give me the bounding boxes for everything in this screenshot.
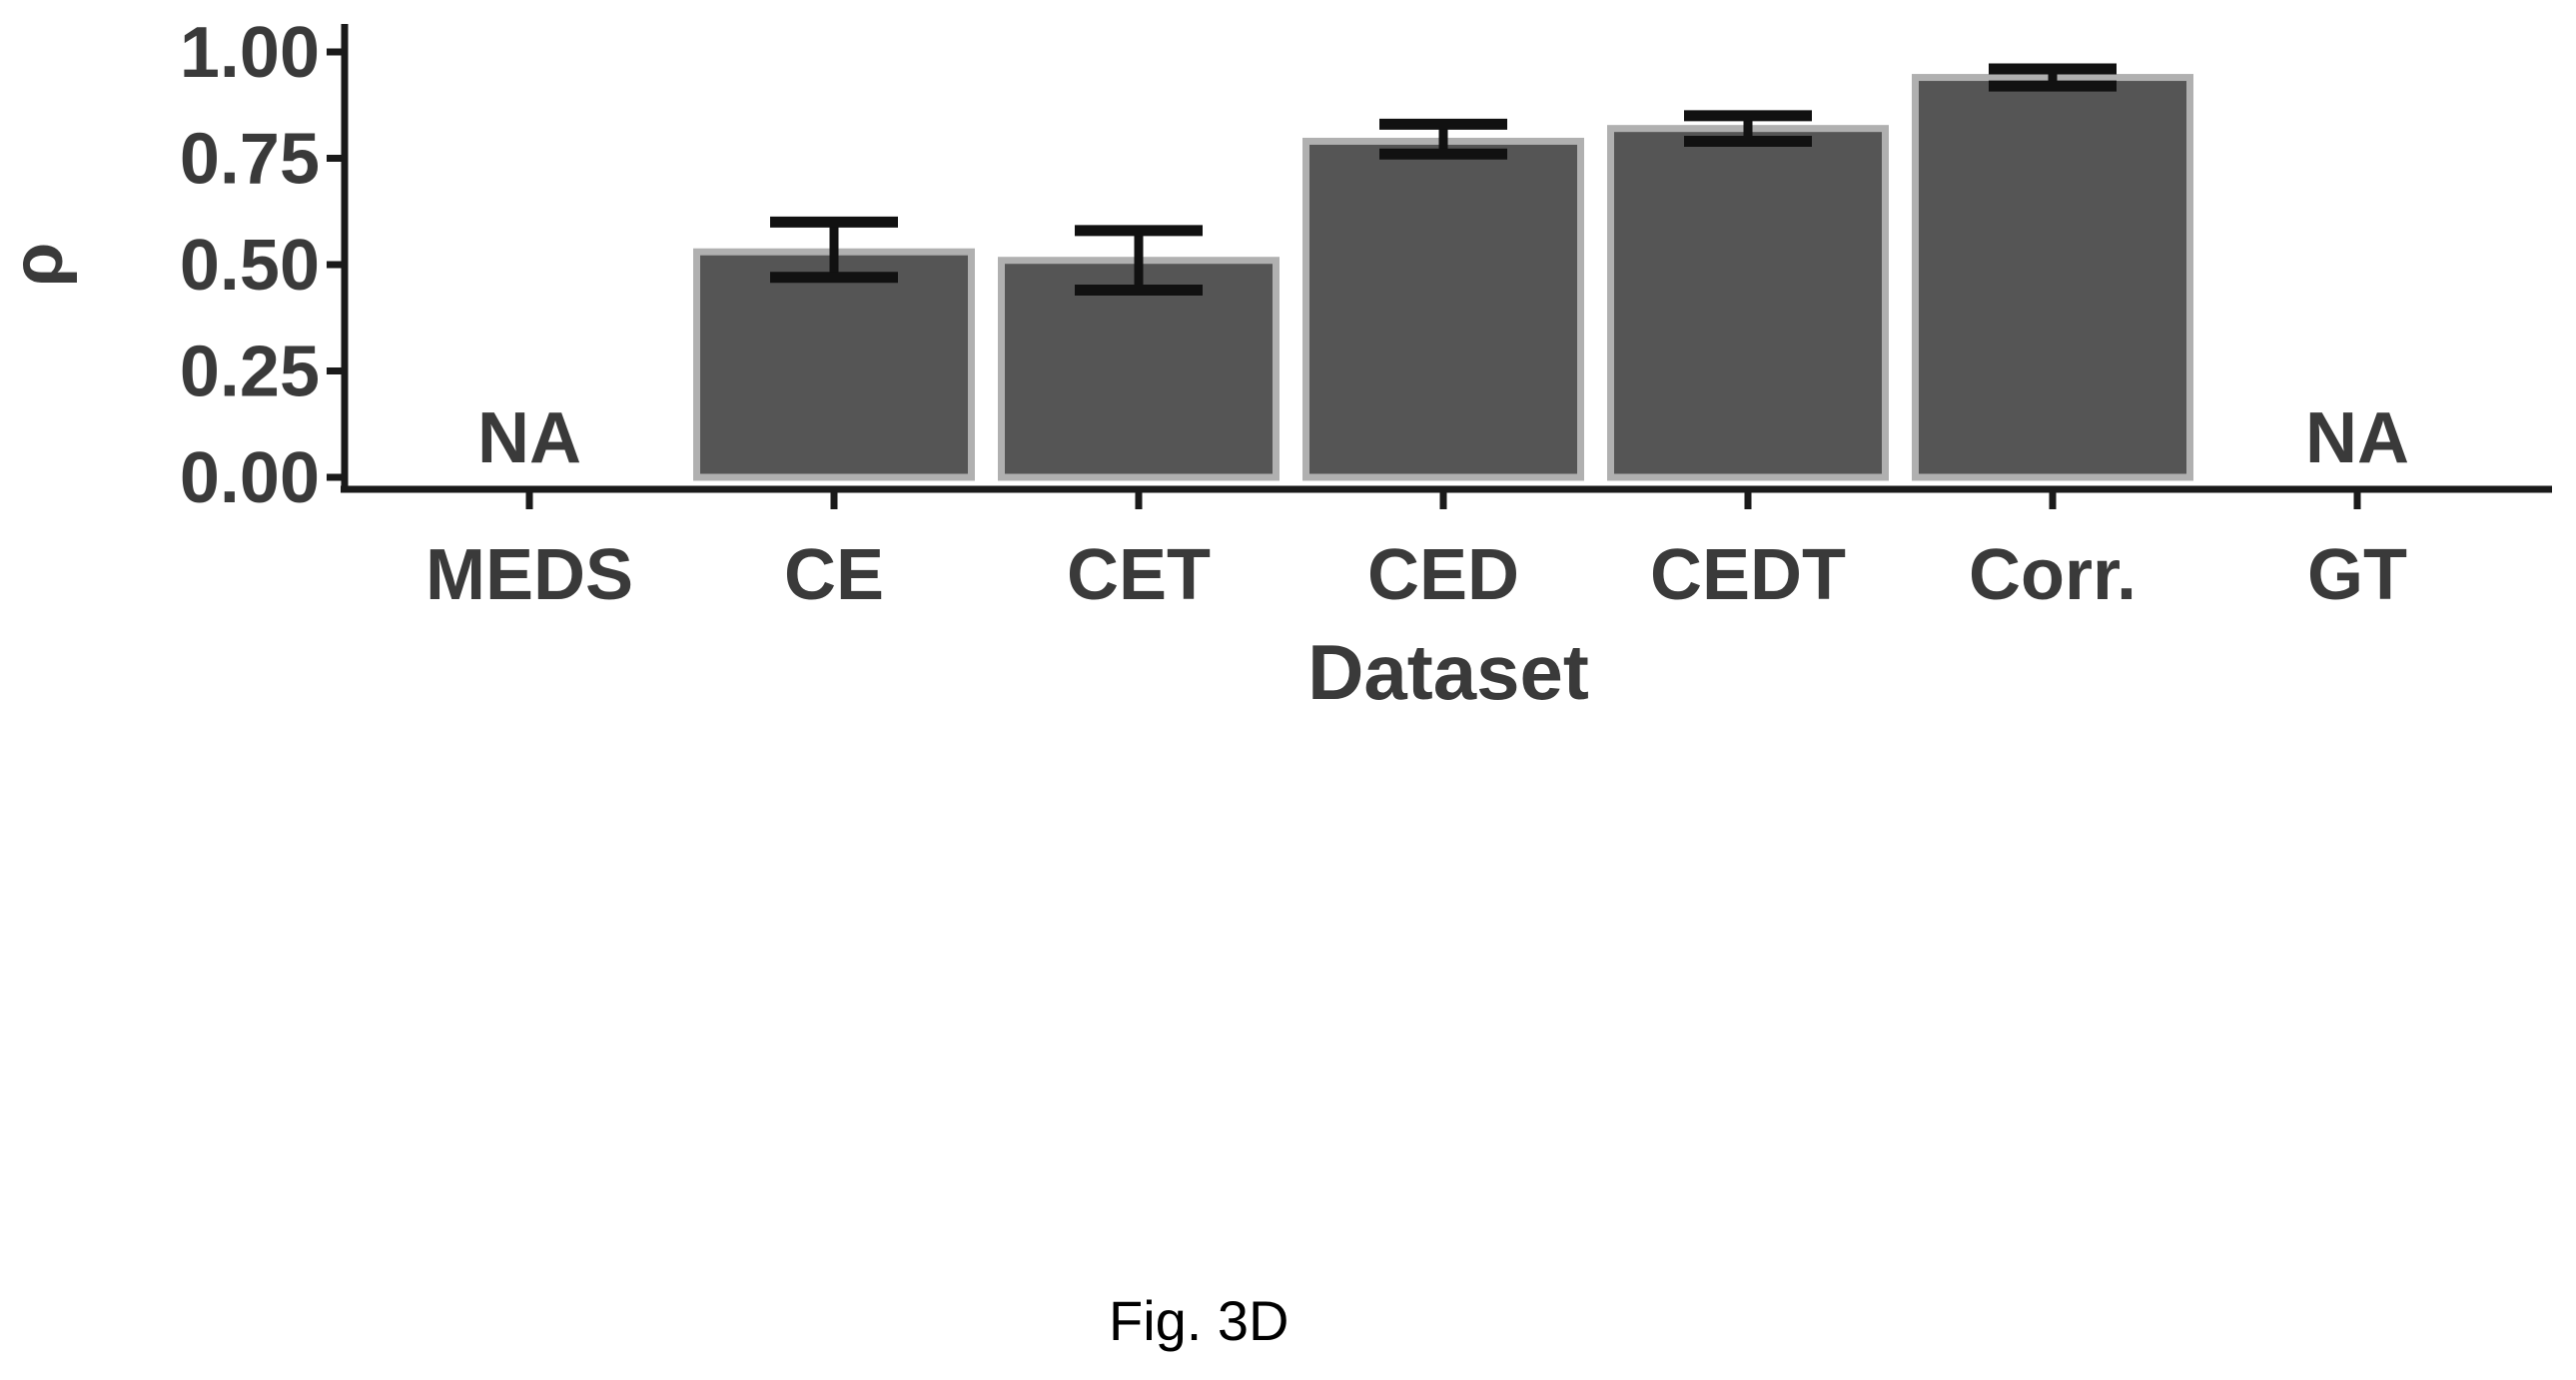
x-tick-label: MEDS bbox=[426, 535, 633, 615]
y-tick-label: 0.50 bbox=[180, 226, 320, 306]
y-tick-label: 0.25 bbox=[180, 333, 320, 412]
na-label: NA bbox=[2305, 398, 2409, 478]
x-tick-label: CE bbox=[784, 535, 884, 615]
x-tick-label: Corr. bbox=[1969, 535, 2137, 615]
y-tick-label: 0.75 bbox=[180, 120, 320, 200]
bar bbox=[1302, 137, 1584, 481]
bar bbox=[998, 257, 1280, 481]
x-tick-label: CET bbox=[1067, 535, 1211, 615]
bar bbox=[1912, 74, 2193, 481]
figure-caption: Fig. 3D bbox=[1109, 1289, 1289, 1352]
y-tick-label: 1.00 bbox=[180, 13, 320, 93]
y-axis-title: ρ bbox=[0, 243, 78, 288]
x-tick-label: GT bbox=[2307, 535, 2407, 615]
x-tick-label: CED bbox=[1367, 535, 1519, 615]
bar bbox=[1607, 125, 1889, 481]
na-label: NA bbox=[477, 398, 581, 478]
y-tick-label: 0.00 bbox=[180, 438, 320, 518]
x-tick-label: CEDT bbox=[1650, 535, 1846, 615]
x-axis-title: Dataset bbox=[1307, 628, 1589, 716]
bar bbox=[693, 248, 975, 481]
